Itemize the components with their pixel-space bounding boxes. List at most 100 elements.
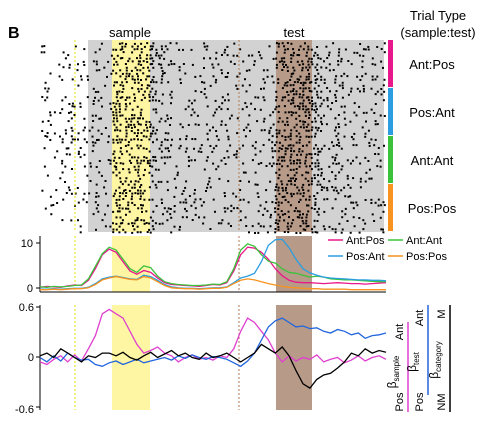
spike — [123, 189, 125, 192]
spike — [259, 150, 262, 153]
spike — [115, 102, 118, 105]
spike — [137, 171, 139, 174]
spike — [152, 228, 155, 231]
spike — [139, 186, 142, 189]
spike — [116, 204, 119, 207]
spike — [136, 162, 139, 165]
spike — [358, 54, 361, 57]
spike — [281, 42, 284, 45]
spike — [65, 147, 68, 150]
spike — [166, 156, 169, 159]
spike — [374, 78, 377, 81]
spike — [305, 153, 308, 156]
spike — [268, 45, 271, 48]
spike — [317, 84, 320, 87]
spike — [377, 204, 380, 207]
spike — [227, 93, 229, 96]
spike — [310, 207, 313, 210]
spike — [166, 117, 169, 120]
spike — [286, 84, 289, 87]
spike — [251, 225, 254, 228]
spike — [350, 201, 353, 204]
spike — [130, 123, 133, 126]
spike — [121, 91, 124, 93]
spike — [236, 150, 238, 153]
spike — [379, 165, 382, 168]
spike — [220, 108, 223, 111]
spike — [170, 63, 173, 66]
spike — [317, 168, 320, 171]
spike — [294, 180, 296, 182]
spike — [374, 201, 377, 204]
spike — [224, 123, 227, 126]
spike — [143, 198, 146, 201]
spike — [161, 102, 164, 105]
spike — [249, 129, 251, 132]
spike — [113, 165, 116, 168]
spike — [170, 60, 172, 63]
spike — [41, 120, 44, 123]
spike — [308, 153, 311, 155]
spike — [152, 141, 154, 144]
spike — [41, 45, 44, 48]
spike — [362, 54, 365, 57]
spike — [289, 138, 292, 141]
spike — [314, 204, 317, 206]
spike — [137, 192, 139, 195]
spike — [49, 139, 52, 141]
spike — [272, 81, 275, 84]
spike — [128, 153, 131, 156]
spike — [298, 148, 301, 150]
spike — [308, 75, 311, 78]
spike — [292, 144, 295, 147]
spike — [286, 183, 289, 186]
spike — [307, 135, 310, 138]
spike — [65, 153, 68, 156]
spike — [323, 228, 326, 231]
spike — [133, 183, 136, 186]
spike — [307, 180, 310, 183]
spike — [355, 201, 358, 204]
spike — [337, 141, 340, 144]
spike — [83, 126, 86, 129]
spike — [242, 60, 245, 63]
spike — [334, 129, 337, 132]
spike — [296, 186, 299, 189]
spike — [47, 87, 50, 90]
spike — [184, 198, 187, 201]
spike — [314, 105, 317, 108]
spike — [146, 162, 149, 165]
spike — [298, 150, 301, 153]
spike — [380, 88, 383, 90]
spike — [133, 117, 136, 120]
spike — [79, 156, 82, 159]
spike — [302, 144, 304, 147]
spike — [139, 195, 142, 198]
spike — [313, 225, 316, 228]
spike — [131, 75, 134, 78]
spike — [131, 108, 134, 111]
spike — [224, 163, 227, 165]
spike — [328, 63, 331, 66]
spike — [316, 90, 319, 93]
spike — [268, 162, 271, 165]
spike — [125, 207, 127, 210]
beta-test-window — [276, 305, 312, 410]
spike — [340, 75, 343, 78]
spike — [121, 192, 124, 195]
spike — [307, 129, 310, 132]
spike — [107, 141, 110, 144]
spike — [116, 120, 119, 123]
spike — [94, 114, 97, 117]
spike — [142, 174, 145, 177]
spike — [145, 156, 148, 159]
spike — [115, 162, 118, 165]
spike — [113, 117, 115, 120]
spike — [307, 171, 310, 174]
spike — [256, 192, 259, 195]
spike — [136, 120, 139, 123]
spike — [286, 42, 289, 44]
spike — [46, 174, 49, 177]
panel-letter: B — [8, 25, 20, 42]
spike — [311, 120, 314, 123]
